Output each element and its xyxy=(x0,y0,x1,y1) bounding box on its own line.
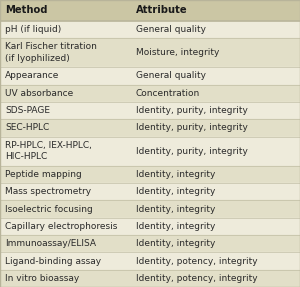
Text: Identity, potency, integrity: Identity, potency, integrity xyxy=(136,257,257,265)
Text: SEC-HPLC: SEC-HPLC xyxy=(5,123,50,132)
Text: Peptide mapping: Peptide mapping xyxy=(5,170,82,179)
Text: Immunoassay/ELISA: Immunoassay/ELISA xyxy=(5,239,96,248)
Bar xyxy=(0,119,300,137)
Bar xyxy=(0,67,300,84)
Text: Identity, purity, integrity: Identity, purity, integrity xyxy=(136,123,248,132)
Text: Isoelectric focusing: Isoelectric focusing xyxy=(5,205,93,214)
Bar xyxy=(0,183,300,200)
Text: Appearance: Appearance xyxy=(5,71,60,80)
Bar xyxy=(0,21,300,38)
Text: Identity, integrity: Identity, integrity xyxy=(136,170,215,179)
Text: General quality: General quality xyxy=(136,25,206,34)
Bar xyxy=(0,84,300,102)
Text: Identity, purity, integrity: Identity, purity, integrity xyxy=(136,147,248,156)
Text: pH (if liquid): pH (if liquid) xyxy=(5,25,62,34)
Text: Capillary electrophoresis: Capillary electrophoresis xyxy=(5,222,118,231)
Text: Karl Fischer titration
(if lyophilized): Karl Fischer titration (if lyophilized) xyxy=(5,42,97,63)
Bar xyxy=(0,218,300,235)
Text: Identity, integrity: Identity, integrity xyxy=(136,222,215,231)
Text: Identity, integrity: Identity, integrity xyxy=(136,187,215,196)
Text: Moisture, integrity: Moisture, integrity xyxy=(136,48,219,57)
Text: General quality: General quality xyxy=(136,71,206,80)
Text: Mass spectrometry: Mass spectrometry xyxy=(5,187,92,196)
Text: Attribute: Attribute xyxy=(136,5,188,15)
Bar xyxy=(0,137,300,166)
Text: Concentration: Concentration xyxy=(136,89,200,98)
Text: SDS-PAGE: SDS-PAGE xyxy=(5,106,50,115)
Bar xyxy=(0,166,300,183)
Text: UV absorbance: UV absorbance xyxy=(5,89,74,98)
Text: Identity, integrity: Identity, integrity xyxy=(136,239,215,248)
Text: Identity, purity, integrity: Identity, purity, integrity xyxy=(136,106,248,115)
Text: Ligand-binding assay: Ligand-binding assay xyxy=(5,257,101,265)
Bar xyxy=(0,270,300,287)
Bar xyxy=(0,38,300,67)
Bar xyxy=(0,252,300,270)
Text: In vitro bioassay: In vitro bioassay xyxy=(5,274,80,283)
Text: Method: Method xyxy=(5,5,48,15)
Text: Identity, potency, integrity: Identity, potency, integrity xyxy=(136,274,257,283)
Bar xyxy=(0,0,300,21)
Text: Identity, integrity: Identity, integrity xyxy=(136,205,215,214)
Bar xyxy=(0,102,300,119)
Bar xyxy=(0,235,300,252)
Bar xyxy=(0,200,300,218)
Text: RP-HPLC, IEX-HPLC,
HIC-HPLC: RP-HPLC, IEX-HPLC, HIC-HPLC xyxy=(5,141,92,161)
